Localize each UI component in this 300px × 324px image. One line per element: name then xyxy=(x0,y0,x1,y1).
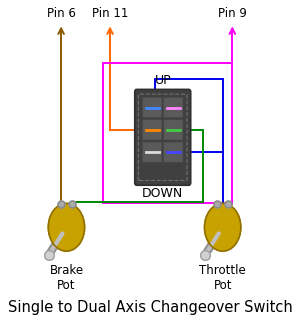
Text: Pin 11: Pin 11 xyxy=(92,7,128,20)
Text: Single to Dual Axis Changeover Switch: Single to Dual Axis Changeover Switch xyxy=(8,300,292,315)
Text: Brake
Pot: Brake Pot xyxy=(50,264,83,292)
FancyBboxPatch shape xyxy=(164,97,183,118)
Circle shape xyxy=(205,203,241,251)
Text: Pin 6: Pin 6 xyxy=(47,7,76,20)
Text: UP: UP xyxy=(154,74,171,87)
FancyBboxPatch shape xyxy=(164,120,183,140)
Circle shape xyxy=(48,203,85,251)
Text: Throttle
Pot: Throttle Pot xyxy=(199,264,246,292)
FancyBboxPatch shape xyxy=(164,142,183,162)
FancyBboxPatch shape xyxy=(135,89,191,185)
Text: Pin 9: Pin 9 xyxy=(218,7,247,20)
FancyBboxPatch shape xyxy=(142,120,162,140)
FancyBboxPatch shape xyxy=(142,97,162,118)
FancyBboxPatch shape xyxy=(142,142,162,162)
Text: DOWN: DOWN xyxy=(142,188,183,201)
